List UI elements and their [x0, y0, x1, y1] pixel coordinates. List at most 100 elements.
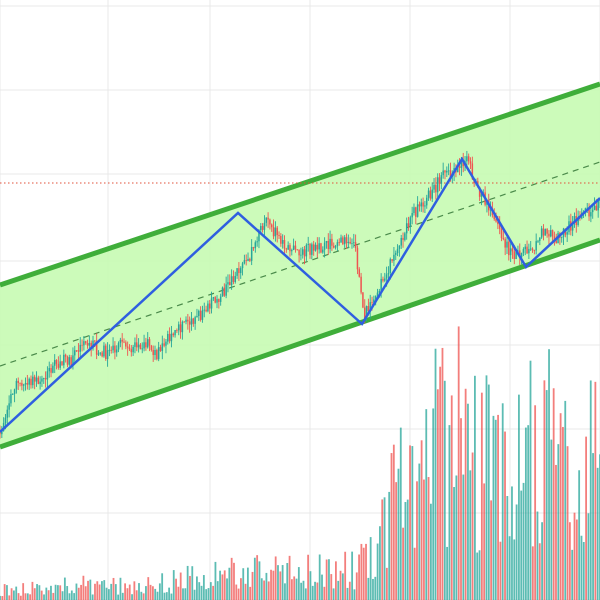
candle-body — [347, 241, 350, 244]
candle-body — [590, 212, 592, 217]
volume-bar — [214, 561, 217, 600]
volume-bar — [397, 468, 400, 600]
volume-bar — [578, 470, 581, 600]
candle-body — [239, 268, 242, 274]
candle-body — [420, 202, 423, 207]
candle-body — [125, 342, 127, 347]
candle-body — [546, 229, 548, 234]
volume-layer — [0, 326, 600, 600]
candle-body — [247, 258, 249, 261]
candle-body — [84, 341, 87, 344]
candle-body — [234, 275, 237, 282]
candle-body — [353, 242, 355, 244]
volume-bar — [52, 592, 55, 600]
candle-body — [577, 217, 579, 226]
volume-bar — [33, 588, 36, 600]
volume-bar — [63, 577, 66, 600]
candle-body — [460, 161, 463, 168]
volume-bar — [559, 413, 562, 600]
volume-bar — [267, 581, 270, 600]
volume-bar — [369, 537, 372, 600]
candle-body — [108, 349, 111, 351]
candle-body — [50, 368, 52, 373]
volume-bar — [372, 578, 374, 600]
volume-bar — [284, 583, 286, 600]
volume-bar — [425, 409, 428, 600]
candle-body — [218, 299, 220, 302]
volume-bar — [50, 585, 52, 600]
volume-bar — [29, 594, 32, 600]
zigzag-line — [0, 156, 600, 433]
candle-body — [520, 252, 523, 258]
candle-body — [252, 247, 255, 249]
volume-bar — [339, 570, 342, 600]
candle-body — [376, 292, 379, 297]
candle-body — [539, 237, 541, 241]
volume-bar — [202, 575, 205, 600]
volume-bar — [66, 586, 69, 600]
volume-bar — [126, 588, 129, 600]
volume-bar — [388, 491, 391, 600]
candle-body — [498, 224, 501, 229]
candle-body — [61, 361, 63, 366]
volume-bar — [82, 575, 85, 600]
volume-bar — [562, 426, 564, 600]
candle-body — [446, 170, 448, 173]
volume-bar — [346, 587, 349, 600]
volume-bar — [541, 522, 543, 600]
candle-body — [435, 184, 437, 193]
candle-body — [59, 361, 61, 368]
candle-body — [88, 342, 91, 346]
candle-body — [544, 229, 547, 236]
candle-body — [301, 249, 304, 255]
volume-bar — [216, 581, 219, 600]
volume-bar — [277, 565, 279, 600]
candle-body — [553, 236, 556, 241]
candle-body — [236, 268, 238, 276]
volume-bar — [353, 589, 356, 600]
volume-bar — [290, 579, 293, 600]
candle-body — [320, 243, 322, 253]
candle-body — [528, 249, 530, 254]
volume-bar — [330, 574, 333, 600]
volume-bar — [358, 554, 360, 600]
volume-bar — [341, 573, 344, 600]
volume-bar — [22, 583, 25, 600]
volume-bar — [557, 444, 560, 600]
candle-body — [2, 423, 5, 431]
volume-bar — [348, 581, 351, 600]
candle-body — [340, 237, 342, 243]
candle-body — [254, 242, 257, 249]
volume-bar — [295, 578, 298, 600]
volume-bar — [439, 366, 442, 600]
volume-bar — [131, 594, 133, 600]
volume-bar — [460, 418, 462, 600]
candle-body — [94, 340, 96, 342]
volume-bar — [594, 381, 597, 600]
candle-body — [92, 340, 94, 349]
candle-body — [504, 239, 506, 248]
candle-body — [201, 310, 204, 320]
volume-bar — [457, 326, 460, 600]
candle-body — [161, 343, 164, 351]
volume-bar — [103, 580, 106, 600]
candle-body — [159, 347, 162, 351]
volume-bar — [221, 574, 224, 600]
volume-bar — [112, 577, 115, 600]
volume-bar — [193, 589, 196, 600]
volume-bar — [469, 470, 472, 600]
candle-body — [114, 345, 116, 353]
candle-body — [506, 241, 508, 248]
volume-bar — [395, 482, 398, 600]
candle-body — [134, 342, 136, 347]
candle-body — [8, 403, 10, 410]
candle-body — [571, 222, 574, 231]
candle-body — [165, 341, 167, 346]
volume-bar — [151, 586, 154, 600]
volume-bar — [497, 414, 499, 600]
candle-body — [292, 245, 295, 251]
candle-body — [478, 186, 481, 197]
candle-body — [429, 190, 432, 199]
volume-bar — [256, 555, 259, 600]
volume-bar — [432, 408, 435, 600]
